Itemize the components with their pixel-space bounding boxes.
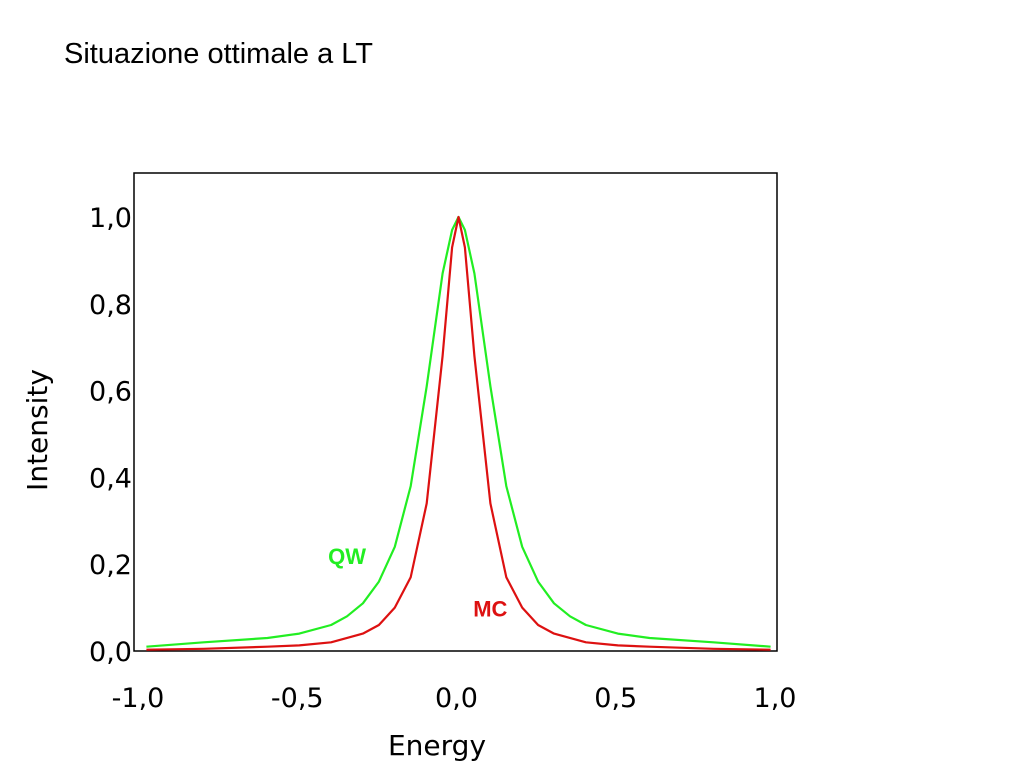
y-tick-label: 0,6 <box>89 377 132 408</box>
plot-frame <box>133 172 778 652</box>
series-annotations: QW MC <box>328 544 507 621</box>
x-tick-label: 1,0 <box>754 683 797 714</box>
x-tick-label: 0,0 <box>435 683 478 714</box>
y-tick-label: 0,0 <box>89 637 132 668</box>
y-tick-label: 0,4 <box>89 463 132 494</box>
slide-title: Situazione ottimale a LT <box>64 38 373 70</box>
y-tick-label: 1,0 <box>89 203 132 234</box>
y-tick-labels: 0,0 0,2 0,4 0,6 0,8 1,0 <box>89 203 132 668</box>
x-tick-labels: -1,0 -0,5 0,0 0,5 1,0 <box>112 683 797 714</box>
x-tick-label: -0,5 <box>271 683 324 714</box>
y-tick-label: 0,8 <box>89 290 132 321</box>
annotation-qw: QW <box>328 544 366 569</box>
x-tick-label: 0,5 <box>594 683 637 714</box>
y-tick-label: 0,2 <box>89 550 132 581</box>
series-line-mc <box>146 215 771 651</box>
x-tick-label: -1,0 <box>112 683 165 714</box>
series-line-qw <box>146 215 771 648</box>
x-axis-label: Energy <box>388 729 486 762</box>
y-axis-label: Intensity <box>21 369 54 491</box>
series-lines <box>146 215 771 651</box>
annotation-mc: MC <box>473 596 507 621</box>
